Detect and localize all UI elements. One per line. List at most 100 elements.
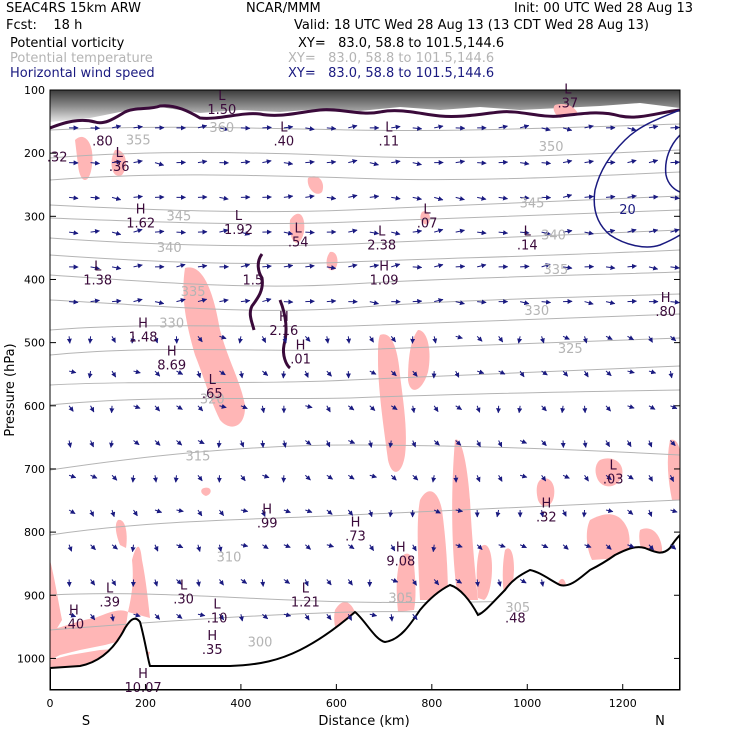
wind-vector [325, 405, 331, 413]
wind-vector [196, 544, 202, 552]
wind-vector [154, 405, 161, 412]
wind-vector [434, 196, 444, 202]
wind-vector [605, 335, 613, 340]
wind-vector [111, 196, 122, 201]
wind-vector [584, 124, 594, 130]
extremum-letter: L [524, 225, 532, 240]
wind-speed-contours [593, 109, 680, 248]
extremum-letter: L [295, 222, 303, 237]
extremum-value: .48 [505, 611, 526, 626]
wind-vector [541, 160, 552, 166]
wind-vector [240, 404, 248, 410]
theta-contour-label: 305 [388, 591, 413, 606]
wind-vector [433, 440, 440, 446]
y-tick-label: 600 [24, 400, 45, 413]
extremum-value: .03 [603, 472, 624, 487]
wind-vector [391, 159, 401, 165]
wind-vector [498, 369, 506, 375]
wind-vector [498, 543, 506, 548]
extremum-value: 1.92 [224, 223, 253, 238]
valid-time: Valid: 18 UTC Wed 28 Aug 13 (13 CDT Wed … [294, 18, 649, 33]
wind-vector [670, 299, 680, 305]
wind-vector [347, 405, 355, 411]
wind-vector [69, 230, 79, 236]
wind-vector [605, 440, 610, 448]
wind-vector [283, 578, 291, 584]
wind-vector [197, 124, 208, 130]
wind-vector [283, 299, 294, 305]
wind-vector [539, 336, 545, 344]
wind-vector [476, 369, 485, 375]
wind-vector [238, 614, 244, 622]
extremum-value: .39 [99, 596, 120, 611]
y-tick-label: 100 [24, 84, 45, 97]
wind-vector [347, 613, 353, 621]
wind-vector [326, 543, 335, 548]
extremum-value: .32 [536, 510, 557, 525]
theta-contour-label: 330 [524, 304, 549, 319]
wind-vector [412, 161, 422, 167]
wind-vector [176, 404, 183, 410]
extremum-letter: H [541, 496, 551, 511]
extremum-letter: H [138, 316, 148, 331]
wind-vector [583, 474, 589, 482]
y-axis-title: Pressure (hPa) [3, 343, 18, 436]
wind-vector [132, 509, 138, 517]
wind-vector [197, 298, 208, 303]
wind-vector [627, 263, 637, 269]
wind-vector [648, 544, 654, 551]
extremum-value: 1.62 [126, 217, 155, 232]
wind-vector [240, 474, 246, 482]
extremum-value: 10.07 [124, 681, 161, 696]
wind-vector [153, 579, 159, 587]
wind-vector [67, 440, 73, 448]
extremum-letter: L [378, 225, 386, 240]
wind-vector [562, 544, 569, 550]
theta-contour-label: 330 [159, 317, 184, 332]
wind-vector [668, 370, 674, 379]
wind-vector [670, 440, 676, 446]
wind-vector [455, 228, 465, 234]
wind-vector [390, 405, 398, 410]
wind-vector [475, 405, 481, 413]
wind-vector [562, 265, 573, 271]
wind-vector [584, 230, 594, 236]
wind-vector [584, 159, 594, 165]
wind-vector [412, 264, 423, 270]
wind-vector [283, 508, 291, 514]
wind-vector [176, 298, 186, 303]
wind-vector [433, 579, 440, 586]
wind-vector [326, 509, 333, 515]
wind-vector [348, 263, 358, 269]
wind-contour-label: 20 [619, 203, 636, 218]
extremum-value: 1.5 [242, 273, 263, 288]
extremum-letter: H [69, 604, 79, 619]
x-tick-label: 0 [47, 697, 54, 710]
wind-vector [176, 508, 184, 513]
wind-vector [219, 370, 226, 376]
wind-vector [348, 228, 358, 234]
wind-vector [303, 579, 309, 587]
wind-vector [517, 336, 523, 344]
extremum-value: .30 [173, 592, 194, 607]
wind-vector [326, 125, 337, 131]
extremum-value: .35 [202, 643, 223, 658]
wind-vector [539, 509, 545, 518]
wind-vector [648, 404, 656, 410]
wind-vector [562, 370, 569, 377]
wind-vector [562, 474, 570, 479]
wind-vector [498, 336, 504, 343]
wind-vector [455, 334, 463, 340]
extremum-value: 2.38 [367, 239, 396, 254]
extremum-value: .01 [290, 352, 311, 367]
wind-vector [240, 298, 251, 304]
extremum-value: 1.50 [207, 103, 236, 118]
wind-vector [519, 543, 527, 549]
field-name-wind: Horizontal wind speed [10, 66, 155, 81]
plot-frame [49, 89, 681, 691]
x-tick-label: 800 [421, 697, 442, 710]
wind-vector [391, 578, 399, 583]
extremum-value: .40 [64, 618, 85, 633]
extremum-value: 8.69 [157, 359, 186, 374]
wind-vector [90, 544, 96, 551]
